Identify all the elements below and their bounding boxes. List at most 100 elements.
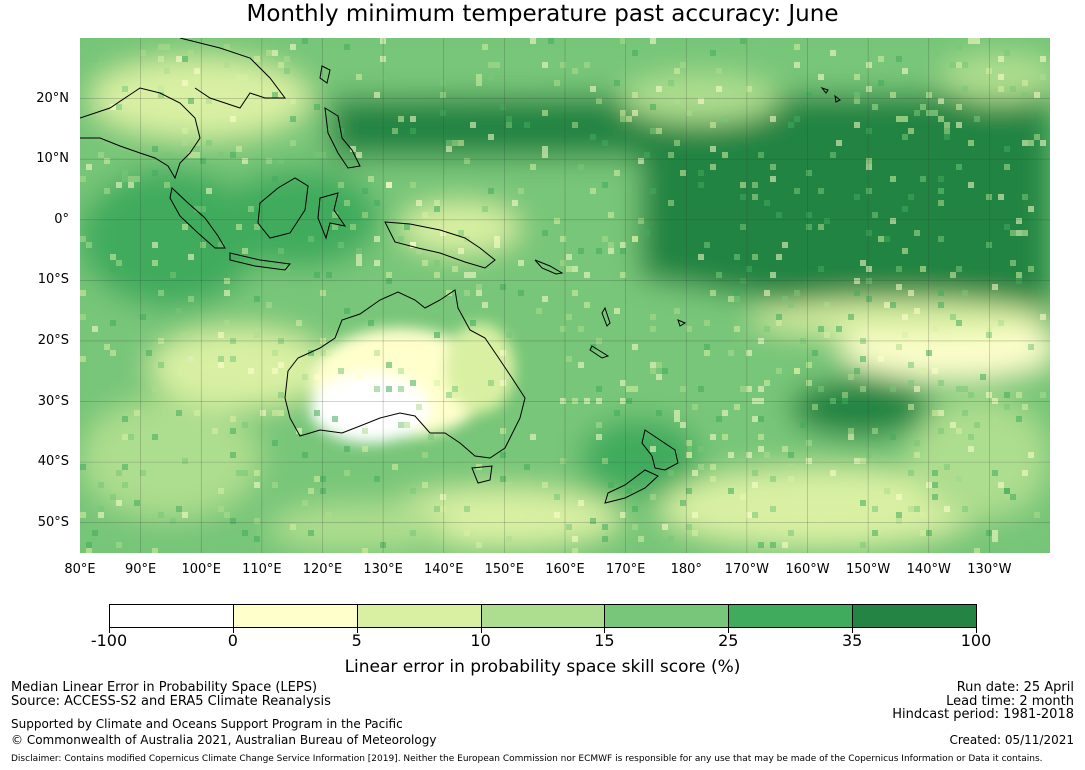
skill-cell (764, 200, 770, 206)
skill-cell (620, 398, 626, 404)
skill-cell (770, 542, 776, 548)
skill-cell (956, 44, 962, 50)
skill-cell (152, 146, 158, 152)
skill-cell (542, 56, 548, 62)
skill-cell (368, 266, 374, 272)
skill-cell (290, 524, 296, 530)
skill-cell (800, 338, 806, 344)
skill-cell (158, 86, 164, 92)
skill-cell (488, 74, 494, 80)
skill-cell (578, 248, 584, 254)
skill-cell (302, 296, 308, 302)
skill-cell (998, 74, 1004, 80)
skill-cell (722, 434, 728, 440)
skill-cell (614, 314, 620, 320)
skill-cell (650, 368, 656, 374)
skill-cell (758, 398, 764, 404)
skill-cell (452, 392, 458, 398)
skill-cell (728, 488, 734, 494)
skill-cell (272, 92, 278, 98)
skill-cell (596, 386, 602, 392)
skill-cell (656, 374, 662, 380)
skill-cell (86, 164, 92, 170)
skill-cell (626, 488, 632, 494)
skill-cell (782, 446, 788, 452)
skill-cell (908, 470, 914, 476)
skill-cell (152, 434, 158, 440)
new-guinea-coastline (384, 221, 496, 269)
skill-cell (176, 56, 182, 62)
skill-cell (398, 368, 404, 374)
skill-cell (218, 488, 224, 494)
skill-cell (374, 236, 380, 242)
skill-cell (158, 440, 164, 446)
skill-cell (296, 428, 302, 434)
skill-cell (506, 332, 512, 338)
skill-cell (962, 410, 968, 416)
skill-cell (1022, 92, 1028, 98)
skill-cell (374, 350, 380, 356)
skill-cell (542, 152, 548, 158)
skill-cell (554, 512, 560, 518)
skill-cell (824, 302, 830, 308)
skill-cell (218, 152, 224, 158)
skill-cell (362, 548, 368, 553)
skill-cell (758, 542, 764, 548)
skill-cell (830, 398, 836, 404)
skill-cell (80, 236, 86, 242)
skill-cell (782, 542, 788, 548)
skill-cell (542, 482, 548, 488)
skill-cell (638, 158, 644, 164)
skill-cell (458, 44, 464, 50)
skill-cell (530, 452, 536, 458)
skill-cell (128, 434, 134, 440)
skill-cell (266, 302, 272, 308)
skill-cell (896, 518, 902, 524)
skill-cell (164, 182, 170, 188)
skill-cell (848, 314, 854, 320)
skill-cell (650, 494, 656, 500)
skill-cell (1016, 272, 1022, 278)
skill-cell (908, 194, 914, 200)
skill-cell (158, 362, 164, 368)
skill-cell (410, 344, 416, 350)
skill-cell (224, 62, 230, 68)
skill-cell (536, 308, 542, 314)
skill-cell (710, 464, 716, 470)
hawaii-coastline (820, 86, 841, 103)
skill-cell (434, 200, 440, 206)
skill-cell (278, 410, 284, 416)
skill-cell (728, 296, 734, 302)
skill-cell (440, 506, 446, 512)
skill-cell (1022, 470, 1028, 476)
skill-cell (650, 326, 656, 332)
skill-cell (740, 194, 746, 200)
skill-cell (1040, 56, 1046, 62)
skill-cell (440, 230, 446, 236)
skill-cell (686, 488, 692, 494)
skill-cell (242, 158, 248, 164)
skill-cell (854, 494, 860, 500)
skill-cell (152, 170, 158, 176)
skill-cell (986, 68, 992, 74)
skill-cell (932, 110, 938, 116)
skill-cell (176, 278, 182, 284)
longitude-label: 100°E (181, 562, 222, 577)
colorbar-tick (109, 628, 110, 633)
skill-cell (896, 50, 902, 56)
skill-cell (632, 92, 638, 98)
skill-cell (254, 482, 260, 488)
skill-cell (572, 266, 578, 272)
skill-cell (86, 542, 92, 548)
skill-cell (782, 296, 788, 302)
skill-cell (434, 206, 440, 212)
skill-cell (476, 74, 482, 80)
skill-cell (680, 338, 686, 344)
skill-cell (1040, 140, 1046, 146)
skill-cell (194, 410, 200, 416)
skill-cell (866, 296, 872, 302)
colorbar-tick (356, 628, 358, 633)
skill-cell (206, 98, 212, 104)
skill-cell (968, 140, 974, 146)
skill-cell (632, 344, 638, 350)
